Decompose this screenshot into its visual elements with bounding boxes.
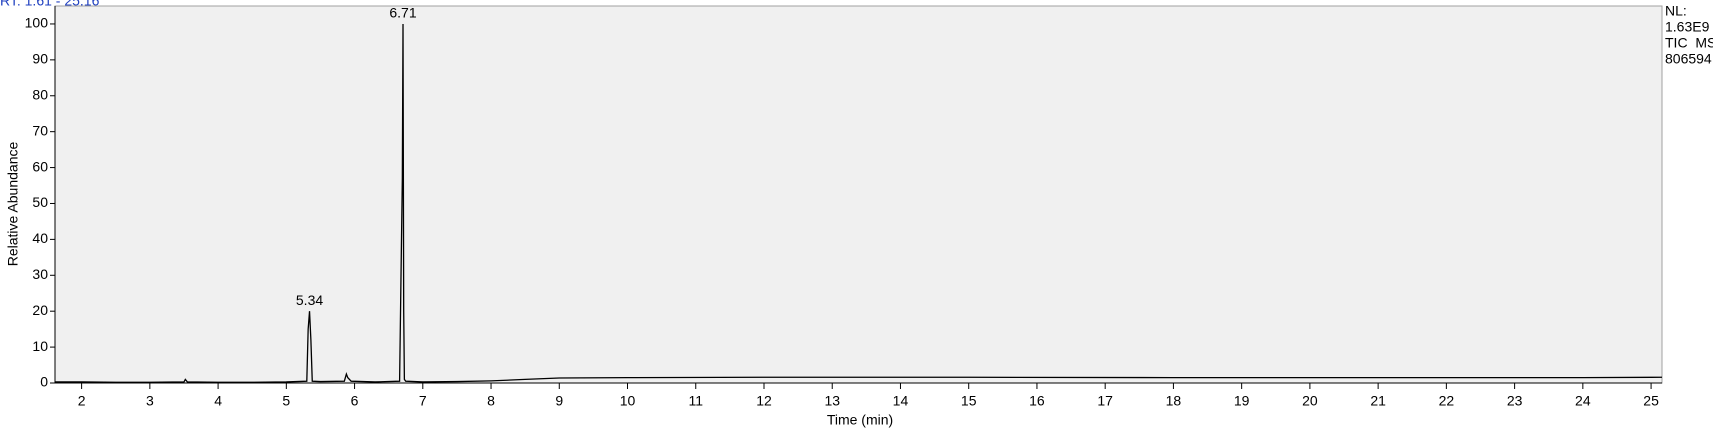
y-tick-label: 0	[40, 374, 48, 390]
y-tick-label: 60	[32, 158, 48, 174]
x-tick-label: 19	[1234, 393, 1250, 409]
y-tick-label: 40	[32, 230, 48, 246]
plot-area	[54, 5, 1663, 384]
x-tick-label: 21	[1370, 393, 1386, 409]
y-tick-label: 20	[32, 302, 48, 318]
x-tick-label: 12	[756, 393, 772, 409]
x-tick-label: 23	[1507, 393, 1523, 409]
x-tick-label: 2	[78, 393, 86, 409]
x-tick-label: 9	[555, 393, 563, 409]
x-tick-label: 25	[1643, 393, 1659, 409]
y-tick-label: 50	[32, 194, 48, 210]
x-tick-label: 3	[146, 393, 154, 409]
side-label: 1.63E9	[1665, 19, 1710, 35]
trace	[55, 23, 1663, 383]
x-tick-label: 20	[1302, 393, 1318, 409]
x-tick-label: 5	[282, 393, 290, 409]
y-tick-label: 80	[32, 86, 48, 102]
x-tick-label: 17	[1097, 393, 1113, 409]
x-tick-label: 7	[419, 393, 427, 409]
x-tick-label: 18	[1166, 393, 1182, 409]
x-tick-label: 13	[824, 393, 840, 409]
range-label: RT: 1.61 - 25.16	[0, 0, 100, 9]
x-tick-label: 16	[1029, 393, 1045, 409]
x-tick-label: 10	[620, 393, 636, 409]
x-tick-label: 4	[214, 393, 222, 409]
y-tick-label: 10	[32, 338, 48, 354]
x-axis-title: Time (min)	[827, 412, 893, 428]
x-tick-label: 8	[487, 393, 495, 409]
side-label: NL:	[1665, 3, 1687, 19]
x-tick-label: 11	[688, 393, 703, 409]
x-tick-label: 22	[1439, 393, 1455, 409]
y-tick-label: 30	[32, 266, 48, 282]
x-tick-label: 15	[961, 393, 977, 409]
y-axis-title: Relative Abundance	[5, 142, 21, 267]
y-tick-label: 90	[32, 51, 48, 67]
x-tick-label: 6	[351, 393, 359, 409]
side-label: 806594	[1665, 51, 1712, 67]
peak-label: 6.71	[389, 5, 416, 21]
x-tick-label: 24	[1575, 393, 1591, 409]
peak-label: 5.34	[296, 292, 323, 308]
y-tick-label: 100	[25, 15, 49, 31]
y-tick-label: 70	[32, 122, 48, 138]
side-label: TIC MS	[1665, 35, 1713, 51]
x-tick-label: 14	[893, 393, 909, 409]
